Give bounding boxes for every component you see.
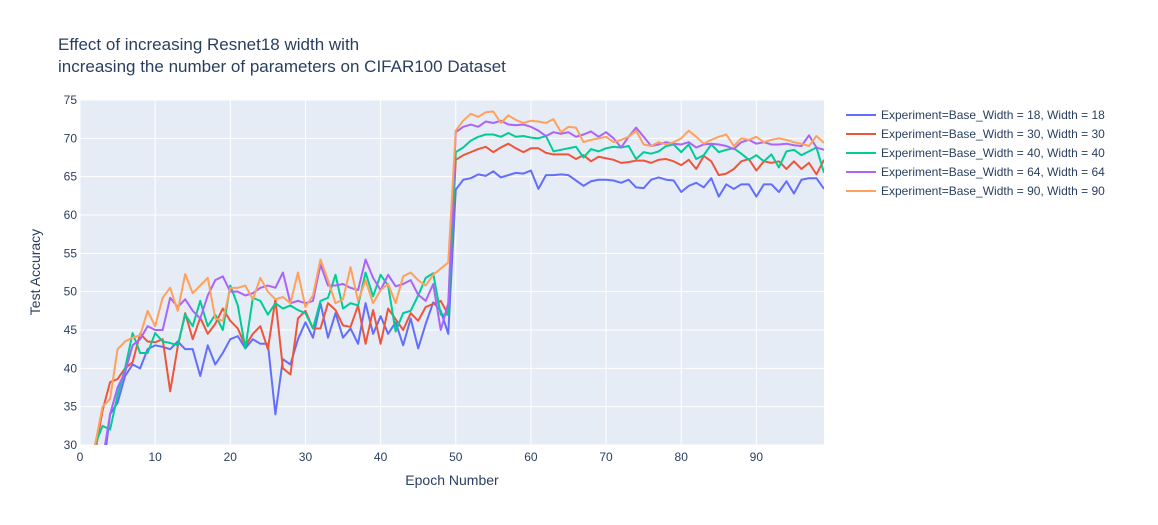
x-tick-label: 30 bbox=[299, 450, 313, 464]
series-line-5 bbox=[94, 110, 824, 445]
chart-title-line-2: increasing the number of parameters on C… bbox=[58, 57, 506, 76]
x-tick-label: 90 bbox=[750, 450, 764, 464]
y-tick-label: 70 bbox=[64, 131, 78, 145]
x-tick-label: 0 bbox=[77, 450, 84, 464]
x-tick-label: 80 bbox=[675, 450, 689, 464]
chart-title-line-1: Effect of increasing Resnet18 width with bbox=[58, 35, 359, 54]
x-tick-label: 50 bbox=[449, 450, 463, 464]
legend: Experiment=Base_Width = 18, Width = 18 Ex… bbox=[846, 108, 1105, 198]
y-tick-label: 50 bbox=[64, 285, 78, 299]
y-tick-label: 65 bbox=[64, 170, 78, 184]
y-tick-label: 45 bbox=[64, 323, 78, 337]
y-tick-label: 40 bbox=[64, 361, 78, 375]
x-tick-label: 40 bbox=[374, 450, 388, 464]
x-tick-label: 60 bbox=[524, 450, 538, 464]
grid bbox=[79, 99, 824, 446]
y-tick-labels: 30 35 40 45 50 55 60 65 70 75 bbox=[64, 93, 78, 452]
legend-entry-5: Experiment=Base_Width = 90, Width = 90 bbox=[881, 184, 1105, 198]
y-tick-label: 55 bbox=[64, 246, 78, 260]
x-axis-title: Epoch Number bbox=[405, 472, 499, 488]
legend-entry-2: Experiment=Base_Width = 30, Width = 30 bbox=[881, 127, 1105, 141]
y-axis-title: Test Accuracy bbox=[27, 229, 43, 315]
legend-entry-4: Experiment=Base_Width = 64, Width = 64 bbox=[881, 165, 1105, 179]
y-tick-label: 30 bbox=[64, 438, 78, 452]
y-tick-label: 60 bbox=[64, 208, 78, 222]
y-tick-label: 35 bbox=[64, 400, 78, 414]
y-tick-label: 75 bbox=[64, 93, 78, 107]
x-tick-labels: 0 10 20 30 40 50 60 70 80 90 bbox=[77, 450, 764, 464]
x-tick-label: 20 bbox=[224, 450, 238, 464]
series-lines bbox=[94, 110, 824, 445]
legend-entry-1: Experiment=Base_Width = 18, Width = 18 bbox=[881, 108, 1105, 122]
x-tick-label: 70 bbox=[599, 450, 613, 464]
legend-entry-3: Experiment=Base_Width = 40, Width = 40 bbox=[881, 146, 1105, 160]
x-tick-label: 10 bbox=[148, 450, 162, 464]
series-line-1 bbox=[105, 169, 824, 445]
